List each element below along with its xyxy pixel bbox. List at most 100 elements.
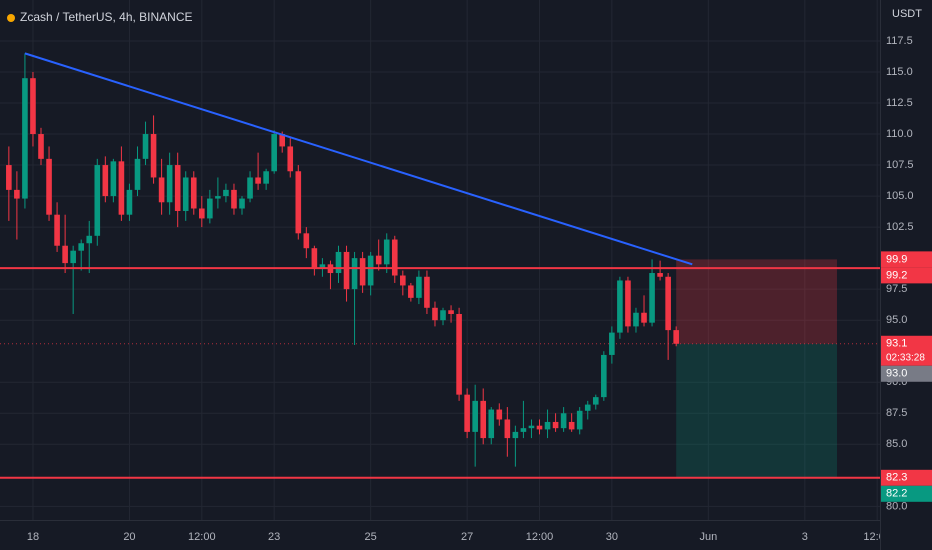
candle-body (311, 248, 318, 269)
y-tick-label: 80.0 (886, 500, 907, 512)
candle-body (287, 146, 294, 172)
y-tick-label: 85.0 (886, 438, 907, 450)
candle-body (38, 134, 44, 159)
symbol-icon (7, 14, 15, 22)
candle-body (496, 409, 503, 420)
candle-body (126, 189, 133, 215)
candle-body (400, 275, 406, 286)
x-tick-label: 23 (268, 531, 280, 543)
candle-body (633, 312, 639, 327)
candle-body (239, 198, 245, 209)
candles (6, 53, 679, 467)
price-label-box (881, 251, 932, 268)
candle-body (271, 134, 277, 172)
y-tick-label: 102.5 (886, 221, 914, 233)
candle-body (504, 419, 511, 439)
x-tick-label: 30 (606, 531, 618, 543)
candle-body (440, 310, 446, 321)
candle-body (391, 239, 398, 276)
candle-body (657, 273, 663, 277)
candle-body (560, 413, 567, 429)
candle-body (584, 404, 591, 411)
price-label-box (881, 485, 932, 502)
candle-body (199, 208, 205, 219)
x-tick-label: 12:00 (188, 531, 216, 543)
candle-body (424, 276, 430, 308)
candle-body (351, 258, 358, 290)
candle-body (480, 400, 487, 439)
candle-body (279, 134, 286, 147)
candle-body (142, 134, 149, 159)
candle-body (303, 233, 310, 249)
candle-body (408, 285, 414, 298)
y-tick-label: 97.5 (886, 283, 907, 295)
x-tick-label: 18 (27, 531, 39, 543)
candle-body (601, 354, 607, 398)
candle-body (367, 255, 374, 286)
candle-body (665, 276, 671, 331)
position-zones (0, 259, 880, 478)
candle-body (649, 273, 655, 323)
candle-body (255, 177, 261, 184)
candle-body (94, 165, 101, 236)
candle-body (319, 264, 326, 269)
x-tick-label: 27 (461, 531, 473, 543)
candle-body (359, 258, 366, 286)
candle-body (134, 158, 141, 190)
candle-body (295, 171, 302, 234)
price-label: 99.2 (886, 269, 907, 281)
candle-body (223, 189, 229, 197)
candle-body (576, 410, 583, 430)
y-tick-label: 105.0 (886, 190, 914, 202)
candle-body (512, 431, 519, 439)
candle-body (54, 214, 60, 246)
candle-body (182, 177, 189, 211)
x-tick-label: 12:00 (526, 531, 554, 543)
candle-body (174, 165, 181, 211)
y-tick-label: 115.0 (886, 66, 913, 78)
y-tick-label: 117.5 (886, 35, 913, 47)
candle-body (14, 189, 20, 199)
x-tick-label: 25 (365, 531, 377, 543)
y-tick-label: 110.0 (886, 128, 913, 140)
time-axis: 18 20 12:00 23 25 27 12:00 30 Jun 3 12:00 (0, 520, 932, 550)
candle-body (528, 425, 535, 429)
price-label: 93.0 (886, 368, 907, 380)
candle-body (215, 196, 221, 199)
candle-body (617, 280, 623, 333)
candle-body (383, 239, 390, 265)
candle-body (62, 245, 68, 264)
countdown-label: 02:33:28 (886, 352, 925, 363)
price-label-box (881, 267, 932, 284)
candle-body (488, 409, 495, 439)
candle-body (448, 310, 454, 314)
price-label: 82.2 (886, 488, 907, 500)
candle-body (641, 312, 647, 323)
candle-body (166, 165, 173, 203)
candle-body (78, 243, 85, 251)
x-tick-label: 20 (123, 531, 135, 543)
price-label-box (881, 335, 932, 366)
candle-body (247, 177, 253, 199)
candle-body (432, 307, 438, 321)
candle-body (536, 425, 543, 430)
candle-body (6, 165, 12, 190)
candle-body (190, 177, 197, 209)
candle-body (544, 421, 551, 430)
candle-body (110, 161, 117, 197)
price-label-box (881, 469, 932, 486)
candle-body (30, 78, 36, 135)
candle-body (22, 78, 28, 199)
candle-body (263, 171, 269, 184)
target-zone (676, 343, 837, 478)
drawings (0, 52, 880, 479)
time-axis-bg (0, 520, 932, 550)
y-tick-label: 112.5 (886, 97, 913, 109)
candle-body (86, 235, 93, 244)
candle-body (335, 251, 342, 274)
candle-body (70, 250, 76, 264)
candle-body (673, 330, 679, 344)
